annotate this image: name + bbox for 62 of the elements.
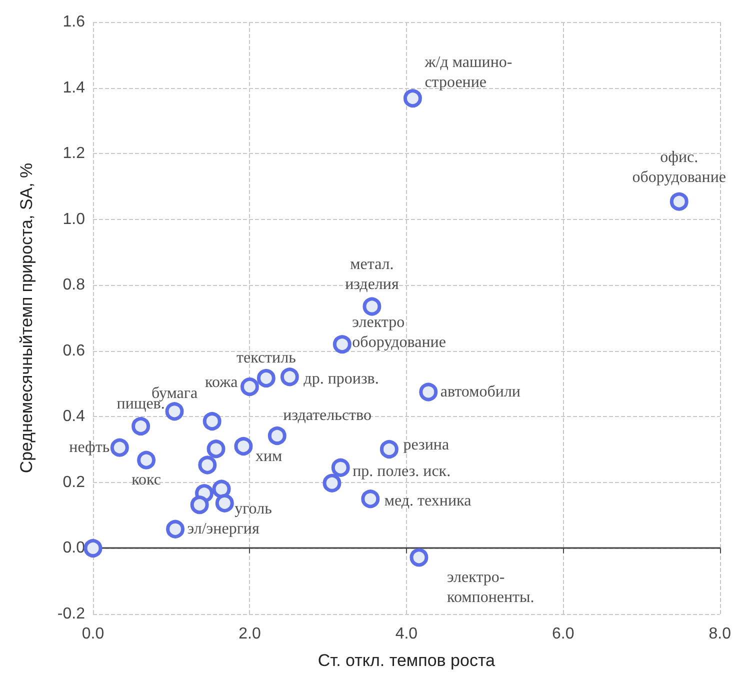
point: [165, 402, 184, 421]
point: [361, 490, 380, 508]
x-tick-label: 4.0: [395, 626, 418, 642]
annotation: мед. техника: [384, 492, 472, 510]
annotation: электро оборудование: [352, 314, 446, 351]
x-tick-label: 0.0: [82, 626, 104, 642]
point: [256, 368, 276, 388]
annotation: хим: [255, 448, 282, 465]
y-axis-title: Среднемесячныйтемп прироста, SA, %: [17, 162, 36, 474]
y-tick-label: 1.4: [62, 79, 86, 96]
annotation: нефть: [69, 439, 110, 456]
annotation: эл/энергия: [187, 520, 260, 538]
annotation: текстиль: [236, 350, 296, 367]
point: [362, 297, 382, 316]
annotation: пр. полез. иск.: [352, 463, 451, 480]
point: [212, 480, 231, 498]
y-tick-label: 0.0: [62, 540, 86, 557]
annotation: др. произв.: [304, 370, 379, 388]
point: [280, 368, 299, 386]
annotation: кожа: [205, 374, 238, 392]
point: [215, 494, 234, 512]
point: [198, 456, 217, 474]
annotation: резина: [403, 436, 450, 454]
point: [380, 440, 398, 458]
point: [403, 89, 422, 108]
point: [410, 548, 428, 567]
x-tick-label: 6.0: [552, 626, 574, 642]
y-tick-label: 1.6: [62, 14, 86, 30]
annotation: офис. оборудование: [632, 149, 726, 186]
y-tick-label: 1.2: [62, 145, 86, 162]
annotation: автомобили: [440, 384, 521, 400]
point: [670, 192, 688, 211]
y-tick-label: 1.0: [62, 210, 86, 228]
point: [137, 450, 156, 470]
point: [419, 382, 438, 402]
annotation: издательство: [283, 407, 372, 424]
y-tick-label: 0.2: [62, 474, 86, 491]
point: [268, 426, 286, 445]
point: [322, 474, 342, 492]
x-tick-label: 2.0: [238, 626, 261, 642]
y-tick-label: 0.8: [62, 276, 86, 294]
y-tick-label: 0.4: [62, 408, 86, 426]
point: [166, 520, 185, 538]
point: [240, 377, 259, 396]
y-tick-label: -0.2: [57, 606, 86, 622]
point: [190, 496, 209, 514]
point: [132, 416, 150, 436]
point: [234, 437, 253, 456]
point: [110, 438, 129, 457]
annotation: уголь: [234, 500, 272, 518]
x-axis-title: Ст. откл. темпов роста: [318, 651, 496, 670]
annotation: метал. изделия: [345, 256, 400, 293]
annotation: кокс: [132, 472, 162, 489]
annotation: ж/д машино- строение: [424, 54, 512, 91]
point: [331, 458, 350, 477]
x-tick-label: 8.0: [708, 626, 732, 642]
annotation: электро- компоненты.: [446, 568, 534, 606]
point: [332, 335, 352, 354]
point: [202, 412, 222, 431]
y-tick-label: 0.6: [62, 342, 86, 360]
point: [206, 440, 226, 458]
point: [84, 538, 102, 558]
